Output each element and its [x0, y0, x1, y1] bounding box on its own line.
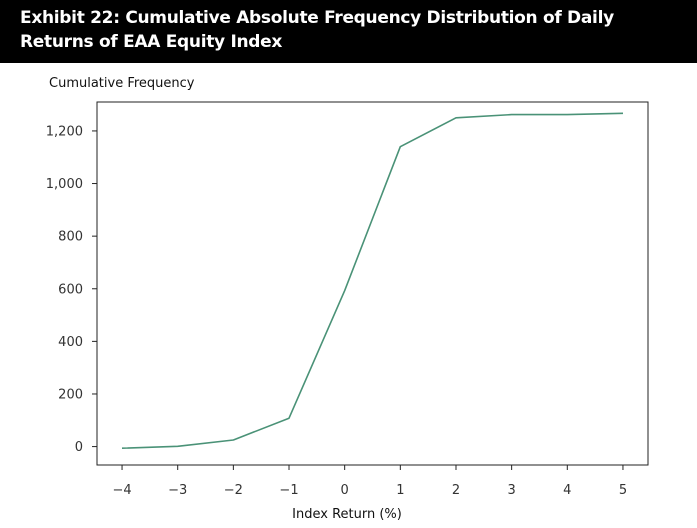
y-tick-label: 1,000: [46, 177, 83, 192]
y-tick-label: 800: [58, 230, 83, 245]
y-tick-label: 200: [58, 387, 83, 402]
y-tick-label: 0: [75, 440, 83, 455]
x-tick-label: 5: [619, 483, 627, 498]
y-tick-label: 400: [58, 335, 83, 350]
series-layer: [121, 112, 624, 449]
exhibit-header: Exhibit 22: Cumulative Absolute Frequenc…: [0, 0, 697, 63]
x-tick-label: 0: [341, 483, 349, 498]
x-tick-label: 2: [452, 483, 460, 498]
x-tick-label: −4: [112, 483, 131, 498]
plot-frame: [96, 101, 649, 466]
x-tick-label: −1: [279, 483, 298, 498]
x-tick-label: −2: [224, 483, 243, 498]
x-axis-title: Index Return (%): [292, 507, 402, 522]
y-tick-label: 1,200: [46, 124, 83, 139]
x-axis: −4 −3 −2 −1 0 1 2 3 4 5: [112, 465, 627, 498]
x-tick-label: −3: [168, 483, 187, 498]
y-tick-label: 600: [58, 282, 83, 297]
y-axis-title: Cumulative Frequency: [49, 76, 195, 91]
cumulative-frequency-chart: Cumulative Frequency 0 200 400 600 800 1,000 1…: [46, 76, 649, 522]
x-tick-label: 4: [563, 483, 571, 498]
series-line-cumulative-frequency: [121, 112, 624, 449]
x-tick-label: 1: [396, 483, 404, 498]
exhibit-title: Exhibit 22: Cumulative Absolute Frequenc…: [20, 8, 614, 52]
x-tick-label: 3: [508, 483, 516, 498]
y-axis: 0 200 400 600 800 1,000 1,200: [46, 124, 97, 455]
